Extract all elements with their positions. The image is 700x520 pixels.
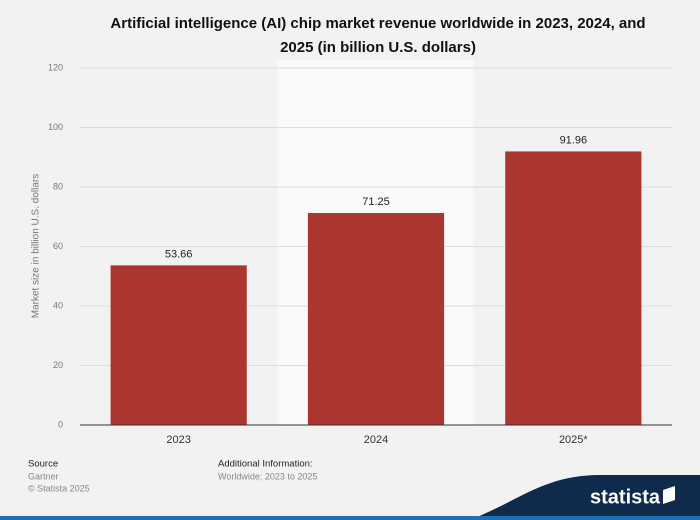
additional-info-label: Additional Information: — [218, 459, 313, 470]
source: Gartner — [28, 471, 59, 481]
y-tick-label: 120 — [48, 62, 63, 72]
y-tick-label: 80 — [53, 181, 63, 191]
x-tick-label: 2024 — [364, 434, 388, 446]
y-tick-label: 0 — [58, 419, 63, 429]
x-tick-label: 2023 — [166, 434, 190, 446]
copyright: © Statista 2025 — [28, 483, 90, 493]
bar — [110, 265, 247, 425]
bottom-line — [0, 516, 700, 520]
x-tick-label: 2025* — [559, 434, 588, 446]
value-label: 71.25 — [362, 196, 390, 208]
y-tick-label: 40 — [53, 300, 63, 310]
y-tick-label: 20 — [53, 360, 63, 370]
value-label: 91.96 — [560, 134, 588, 146]
additional-info: Worldwide; 2023 to 2025 — [218, 471, 317, 481]
bar — [505, 151, 642, 425]
chart-title: Artificial intelligence (AI) chip market… — [110, 15, 646, 56]
y-tick-label: 100 — [48, 122, 63, 132]
bar — [307, 213, 445, 425]
y-tick-label: 60 — [53, 241, 63, 251]
source-label: Source — [28, 459, 58, 470]
logo-wave — [470, 475, 700, 520]
logo-text: statista — [590, 486, 661, 508]
value-label: 53.66 — [165, 248, 193, 260]
y-axis-label: Market size in billion U.S. dollars — [31, 174, 42, 319]
logo-icon — [663, 486, 675, 504]
